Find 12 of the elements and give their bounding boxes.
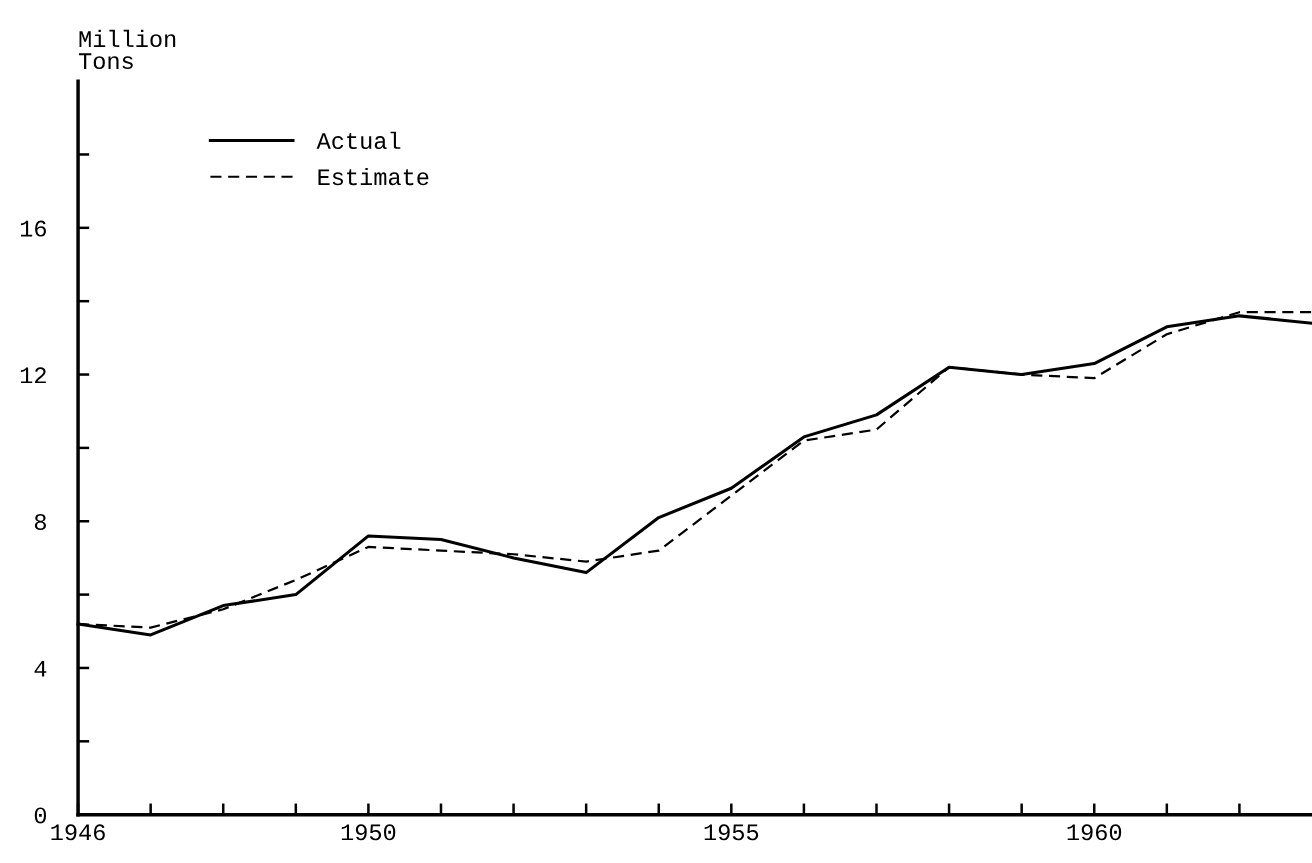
legend-label: Estimate (318, 167, 429, 186)
y-tick-label: 12 (20, 367, 46, 384)
x-tick-label: 1946 (51, 824, 105, 841)
x-tick-label: 1955 (704, 824, 759, 841)
y-tick-label: 16 (20, 220, 46, 237)
y-tick-label: 4 (34, 660, 47, 677)
y-tick-label: 8 (34, 514, 46, 531)
legend-label: Actual (316, 131, 401, 150)
y-tick-label: 0 (34, 807, 47, 824)
x-tick-label: 1960 (1067, 824, 1122, 841)
x-tick-label: 1950 (341, 824, 396, 841)
y-axis-title: Million Tons (78, 29, 176, 70)
